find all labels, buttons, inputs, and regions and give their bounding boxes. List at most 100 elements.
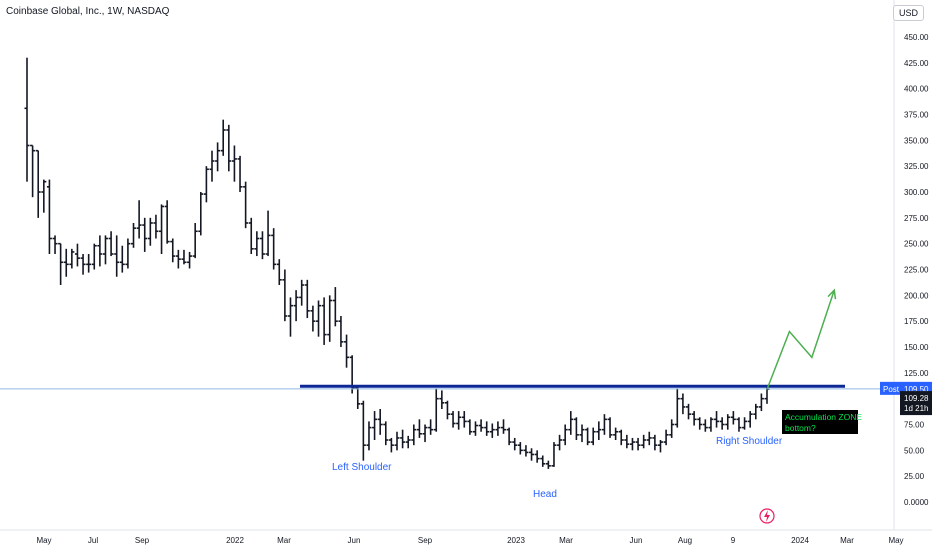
ohlc-bar (372, 411, 378, 440)
ohlc-bar (147, 217, 153, 246)
ohlc-bar (383, 421, 389, 446)
price-tick-label: 300.00 (904, 188, 929, 197)
ohlc-bar (680, 393, 686, 415)
projection-path[interactable] (766, 289, 835, 390)
last-price-badge (900, 391, 932, 416)
ohlc-bar (725, 414, 731, 430)
ohlc-bar (271, 228, 277, 270)
ohlc-bar (562, 424, 568, 446)
ohlc-bar (41, 179, 47, 213)
ohlc-bar (175, 249, 181, 269)
ohlc-bar (400, 429, 406, 449)
price-tick-label: 75.00 (904, 421, 925, 430)
ohlc-bar (102, 235, 108, 265)
ohlc-bar (461, 411, 467, 428)
price-tick-label: 150.00 (904, 343, 929, 352)
projection-arrowhead (827, 288, 837, 300)
time-tick-label: Aug (678, 536, 692, 545)
ohlc-bar (80, 254, 86, 275)
drawing-layer[interactable] (0, 288, 894, 390)
ohlc-bar (742, 417, 748, 430)
ohlc-bar (299, 279, 305, 306)
ohlc-bar (310, 305, 316, 332)
accumulation-zone-box (782, 410, 858, 434)
ohlc-bar (674, 388, 680, 428)
ohlc-bar (585, 427, 591, 446)
ohlc-bar (114, 235, 120, 277)
ohlc-bar (136, 200, 142, 239)
accumulation-zone-sublabel: bottom? (785, 423, 816, 433)
price-axis[interactable]: 450.00 425.00 400.00 375.00 350.00 325.00 300.… (880, 33, 932, 507)
ohlc-bar (551, 442, 557, 467)
ohlc-bar (714, 411, 720, 428)
ohlc-bar (265, 210, 271, 257)
ohlc-bar (444, 400, 450, 420)
time-axis[interactable]: May Jul Sep 2022 Mar Jun Sep 2023 Mar Jun Aug 9 2024… (36, 536, 903, 545)
ohlc-bar (730, 411, 736, 425)
ohlc-bar (46, 179, 52, 254)
ohlc-bar (181, 249, 187, 265)
price-tick-label: 250.00 (904, 240, 929, 249)
ohlc-bar (545, 460, 551, 469)
ohlc-bar (220, 119, 226, 156)
ohlc-bar (142, 217, 148, 252)
post-tag-label: Post (883, 385, 900, 394)
ohlc-bar (456, 411, 462, 430)
ohlc-bar (52, 235, 58, 254)
time-tick-label: May (36, 536, 51, 545)
ohlc-bar (159, 204, 165, 254)
ohlc-bar (327, 295, 333, 342)
ohlc-bar (439, 390, 445, 409)
ohlc-bar (198, 192, 204, 236)
ohlc-bar (534, 450, 540, 463)
ohlc-bar (131, 223, 137, 248)
ohlc-bar (719, 417, 725, 430)
price-tick-label: 200.00 (904, 291, 929, 300)
ohlc-bar (355, 386, 361, 409)
ohlc-bar (332, 287, 338, 327)
time-tick-label: 2023 (507, 536, 525, 545)
ohlc-bar (187, 251, 193, 269)
price-tick-label: 425.00 (904, 59, 929, 68)
price-tick-label: 400.00 (904, 85, 929, 94)
ohlc-bar (24, 57, 30, 182)
ohlc-bar (641, 434, 647, 449)
ohlc-bar (164, 200, 170, 244)
ohlc-bar (747, 411, 753, 428)
ohlc-bar (506, 427, 512, 446)
ohlc-bar (125, 238, 131, 269)
ohlc-bar (708, 417, 714, 432)
ohlc-bar (697, 417, 703, 430)
ohlc-bar (635, 437, 641, 451)
ohlc-bar (153, 214, 159, 239)
currency-button[interactable]: USD (892, 5, 924, 21)
ohlc-bar (35, 149, 41, 218)
ohlc-bar (607, 417, 613, 438)
lightning-icon[interactable] (759, 508, 775, 524)
ohlc-bar (512, 437, 518, 451)
head-label: Head (533, 489, 557, 500)
price-tick-label: 50.00 (904, 446, 925, 455)
ohlc-bar (416, 419, 422, 438)
ohlc-bar (203, 166, 209, 203)
price-tick-label: 225.00 (904, 266, 929, 275)
ohlc-bar (422, 424, 428, 443)
price-tick-label: 325.00 (904, 162, 929, 171)
ohlc-bar (657, 440, 663, 453)
ohlc-bar (63, 248, 69, 277)
price-tick-label: 275.00 (904, 214, 929, 223)
price-tick-label: 175.00 (904, 317, 929, 326)
ohlc-bar (366, 421, 372, 451)
time-tick-label: 2022 (226, 536, 244, 545)
ohlc-bar (254, 231, 260, 257)
ohlc-bar (517, 442, 523, 455)
price-tick-label: 25.00 (904, 472, 925, 481)
ohlc-bar (192, 223, 198, 259)
price-tick-label: 450.00 (904, 33, 929, 42)
ohlc-bar (231, 145, 237, 182)
ohlc-bar (596, 421, 602, 440)
ohlc-bar (108, 231, 114, 257)
ohlc-bar (69, 248, 75, 269)
